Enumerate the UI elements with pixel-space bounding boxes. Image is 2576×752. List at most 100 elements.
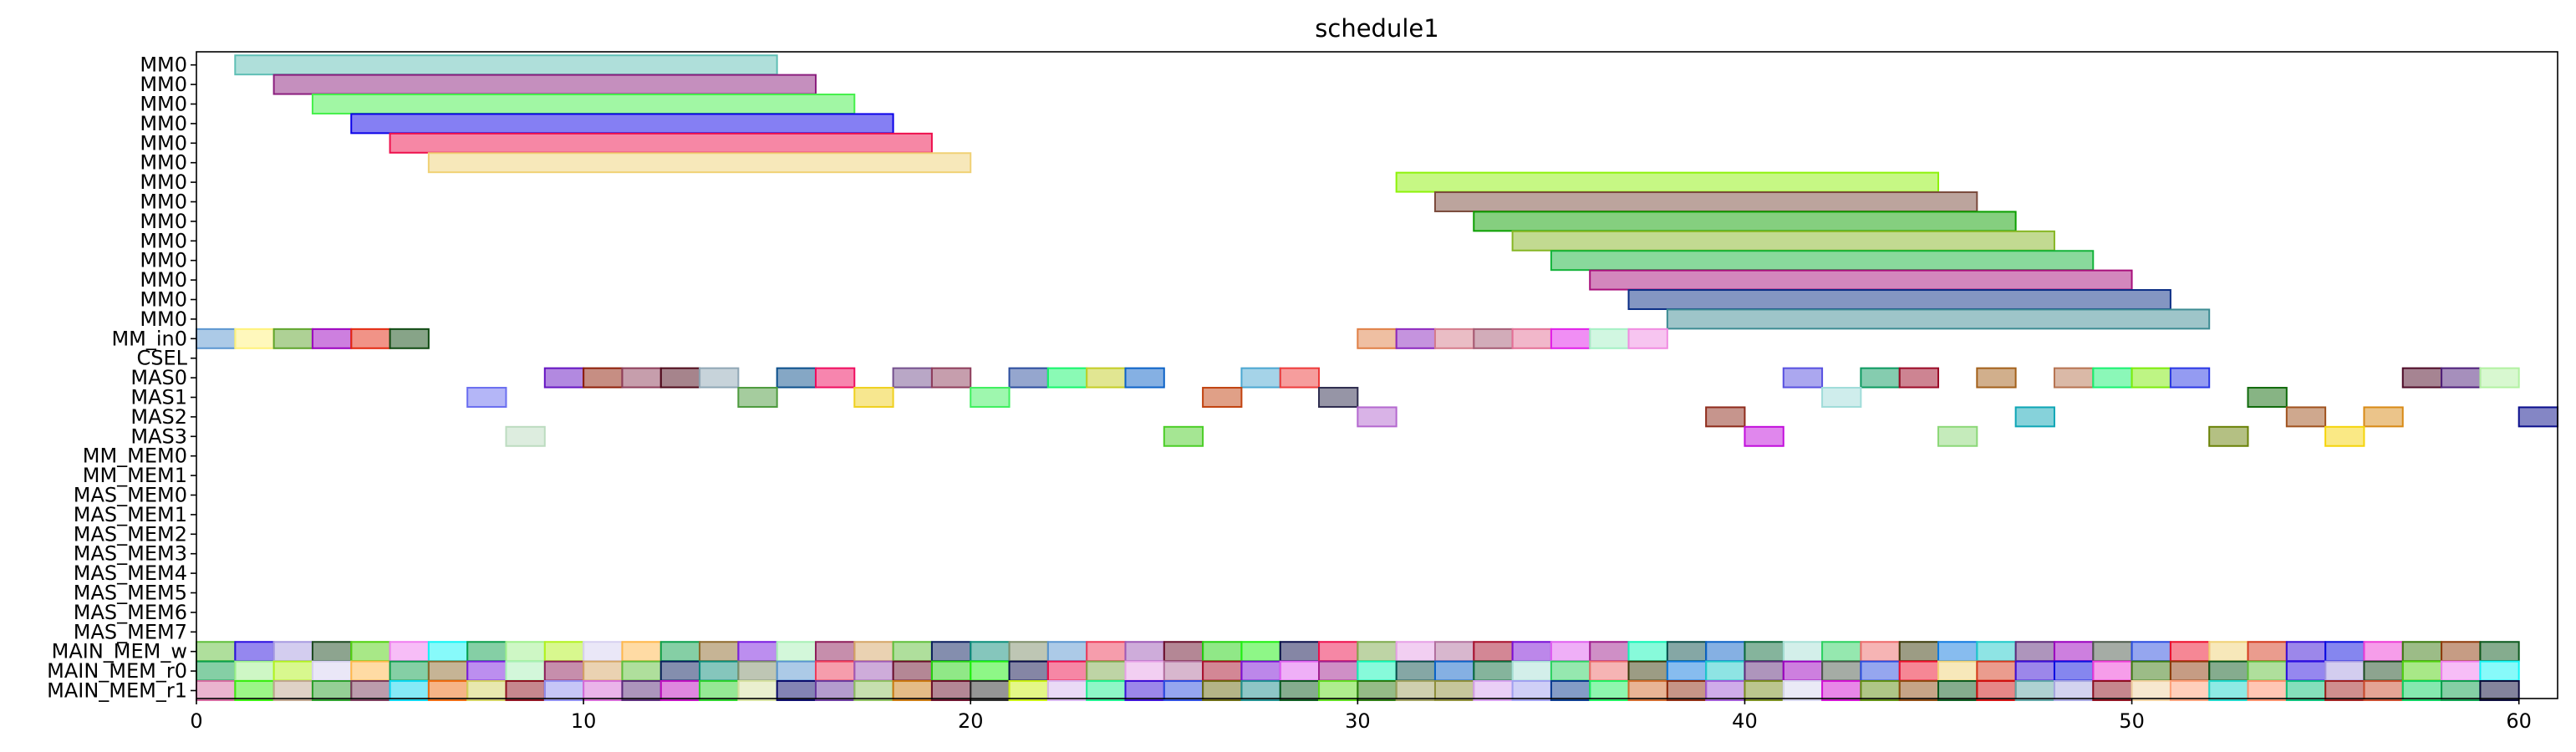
task-bar xyxy=(2092,660,2133,682)
task-bar xyxy=(466,641,507,663)
task-bar xyxy=(2014,406,2055,428)
task-bar xyxy=(1589,328,1630,349)
task-bar xyxy=(234,680,275,701)
task-bar xyxy=(1744,660,1784,682)
task-bar xyxy=(1627,660,1668,682)
task-bar xyxy=(583,660,624,682)
task-bar xyxy=(930,680,972,701)
task-bar xyxy=(234,54,778,76)
y-tick-label: MM0 xyxy=(140,170,187,194)
task-bar xyxy=(543,367,585,389)
task-bar xyxy=(389,660,430,682)
task-bar xyxy=(737,641,778,663)
task-bar xyxy=(2401,680,2443,701)
task-bar xyxy=(543,660,585,682)
y-tick-label: MAS3 xyxy=(130,424,187,448)
task-bar xyxy=(2363,660,2404,682)
task-bar xyxy=(1511,328,1552,349)
task-bar xyxy=(427,660,469,682)
task-bar xyxy=(930,660,972,682)
task-bar xyxy=(1782,660,1824,682)
task-bar xyxy=(1433,641,1475,663)
y-tick-label: MM0 xyxy=(140,73,187,96)
task-bar xyxy=(2092,641,2133,663)
task-bar xyxy=(1550,660,1591,682)
task-bar xyxy=(970,660,1011,682)
task-bar xyxy=(350,660,391,682)
task-bar xyxy=(1744,641,1784,663)
task-bar xyxy=(1086,367,1127,389)
y-tick-label: MAIN_MEM_r1 xyxy=(47,679,187,703)
task-bar xyxy=(1898,641,1940,663)
task-bar xyxy=(1473,211,2017,232)
task-bar xyxy=(2169,680,2211,701)
task-bar xyxy=(2208,641,2249,663)
task-bar xyxy=(1976,680,2017,701)
task-bar xyxy=(1589,660,1630,682)
task-bar xyxy=(1240,680,1281,701)
task-bar xyxy=(2441,641,2482,663)
task-bar xyxy=(350,641,391,663)
task-bar xyxy=(2053,641,2095,663)
task-bar xyxy=(543,680,585,701)
task-bar xyxy=(892,680,933,701)
axes-frame xyxy=(196,51,2558,699)
task-bar xyxy=(272,74,817,95)
task-bar xyxy=(2131,367,2171,389)
y-tick-label: MAS2 xyxy=(130,405,187,429)
task-bar xyxy=(1821,641,1862,663)
task-bar xyxy=(814,641,856,663)
task-bar xyxy=(2479,641,2520,663)
task-bar xyxy=(2324,660,2365,682)
y-tick-label: MM0 xyxy=(140,191,187,214)
task-bars xyxy=(196,54,2558,701)
task-bar xyxy=(2247,641,2288,663)
task-bar xyxy=(814,660,856,682)
task-bar xyxy=(892,641,933,663)
task-bar xyxy=(1937,425,1978,447)
task-bar xyxy=(311,641,353,663)
task-bar xyxy=(2053,660,2095,682)
y-tick-label: MAS_MEM0 xyxy=(74,484,187,507)
task-bar xyxy=(272,680,313,701)
task-bar xyxy=(1357,641,1397,663)
task-bar xyxy=(505,641,546,663)
task-bar xyxy=(1046,680,1088,701)
task-bar xyxy=(1086,680,1127,701)
task-bar xyxy=(2092,367,2133,389)
task-bar xyxy=(1318,387,1359,408)
x-axis: 0 10 20 30 40 50 60 xyxy=(190,699,2532,733)
task-bar xyxy=(659,660,701,682)
task-bar xyxy=(1627,289,2171,310)
task-bar xyxy=(1086,641,1127,663)
task-bar xyxy=(1318,680,1359,701)
task-bar xyxy=(1898,660,1940,682)
task-bar xyxy=(1627,641,1668,663)
task-bar xyxy=(466,680,507,701)
task-bar xyxy=(776,641,817,663)
task-bar xyxy=(2169,367,2211,389)
task-bar xyxy=(2285,660,2327,682)
task-bar xyxy=(272,328,313,349)
task-bar xyxy=(1666,641,1708,663)
y-tick-label: MAIN_MEM_r0 xyxy=(47,659,187,683)
task-bar xyxy=(1473,641,1514,663)
y-tick-label: MAS1 xyxy=(130,386,187,409)
task-bar xyxy=(1666,680,1708,701)
task-bar xyxy=(737,680,778,701)
task-bar xyxy=(1550,680,1591,701)
y-tick-label: MM0 xyxy=(140,307,187,331)
task-bar xyxy=(2053,680,2095,701)
y-axis: MM0MM0MM0MM0MM0MM0MM0MM0MM0MM0MM0MM0MM0M… xyxy=(47,53,196,703)
task-bar xyxy=(1395,660,1436,682)
task-bar xyxy=(1860,660,1901,682)
task-bar xyxy=(1744,425,1784,447)
task-bar xyxy=(272,641,313,663)
task-bar xyxy=(2014,641,2055,663)
task-bar xyxy=(196,680,237,701)
task-bar xyxy=(1976,660,2017,682)
task-bar xyxy=(1279,660,1321,682)
task-bar xyxy=(621,641,662,663)
y-tick-label: MAS_MEM3 xyxy=(74,542,187,566)
